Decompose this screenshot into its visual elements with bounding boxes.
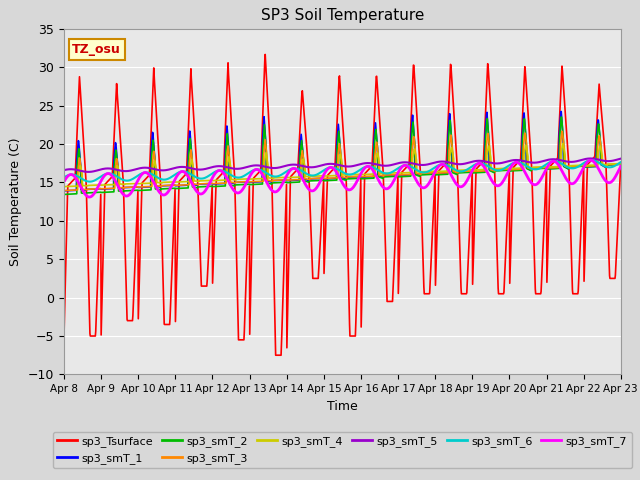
sp3_smT_4: [617, 161, 625, 167]
sp3_smT_1: [617, 161, 625, 167]
sp3_smT_1: [551, 166, 559, 171]
sp3_smT_3: [170, 182, 178, 188]
sp3_smT_3: [184, 182, 191, 188]
X-axis label: Time: Time: [327, 400, 358, 413]
sp3_smT_5: [184, 165, 192, 170]
sp3_smT_4: [170, 179, 178, 185]
Line: sp3_smT_6: sp3_smT_6: [64, 160, 621, 182]
sp3_smT_4: [559, 141, 566, 146]
sp3_Tsurface: [246, 314, 254, 320]
sp3_smT_6: [246, 169, 254, 175]
sp3_smT_3: [617, 161, 625, 167]
Title: SP3 Soil Temperature: SP3 Soil Temperature: [260, 9, 424, 24]
sp3_smT_4: [184, 179, 191, 184]
sp3_smT_2: [184, 185, 191, 191]
sp3_smT_3: [558, 128, 566, 134]
sp3_smT_1: [246, 180, 254, 185]
Line: sp3_smT_7: sp3_smT_7: [64, 160, 621, 197]
sp3_Tsurface: [272, 352, 280, 358]
sp3_smT_3: [60, 188, 68, 193]
sp3_smT_7: [587, 157, 595, 163]
sp3_smT_7: [171, 177, 179, 183]
sp3_smT_2: [246, 182, 254, 188]
sp3_smT_1: [557, 108, 565, 114]
sp3_smT_2: [502, 168, 509, 173]
sp3_smT_4: [502, 166, 509, 171]
sp3_smT_1: [502, 167, 509, 172]
sp3_smT_7: [502, 173, 509, 179]
sp3_smT_1: [170, 182, 178, 188]
sp3_smT_3: [551, 165, 559, 170]
Line: sp3_smT_1: sp3_smT_1: [64, 111, 621, 191]
sp3_smT_5: [429, 160, 437, 166]
sp3_smT_5: [502, 159, 509, 165]
Text: TZ_osu: TZ_osu: [72, 43, 121, 56]
sp3_Tsurface: [170, 206, 178, 212]
sp3_smT_5: [60, 167, 68, 173]
sp3_smT_4: [60, 184, 68, 190]
sp3_smT_4: [551, 164, 559, 169]
sp3_smT_6: [171, 172, 179, 178]
sp3_smT_6: [184, 170, 192, 176]
sp3_smT_7: [617, 164, 625, 169]
sp3_Tsurface: [552, 158, 559, 164]
sp3_Tsurface: [184, 139, 191, 145]
sp3_smT_3: [502, 167, 509, 172]
Line: sp3_smT_4: sp3_smT_4: [64, 144, 621, 187]
sp3_smT_5: [246, 163, 254, 169]
Line: sp3_smT_5: sp3_smT_5: [64, 158, 621, 172]
sp3_smT_6: [588, 157, 595, 163]
sp3_Tsurface: [429, 205, 437, 211]
sp3_smT_2: [557, 114, 565, 120]
sp3_smT_5: [551, 156, 559, 162]
sp3_Tsurface: [617, 160, 625, 166]
sp3_smT_1: [60, 188, 68, 194]
sp3_smT_4: [246, 176, 254, 182]
sp3_smT_7: [246, 172, 254, 178]
Line: sp3_Tsurface: sp3_Tsurface: [64, 54, 621, 355]
sp3_smT_5: [171, 165, 179, 171]
sp3_smT_5: [617, 156, 625, 161]
sp3_smT_2: [551, 166, 559, 171]
sp3_smT_4: [429, 168, 436, 174]
Line: sp3_smT_2: sp3_smT_2: [64, 117, 621, 194]
sp3_Tsurface: [502, 237, 510, 242]
sp3_smT_2: [617, 161, 625, 167]
Line: sp3_smT_3: sp3_smT_3: [64, 131, 621, 191]
sp3_smT_7: [60, 179, 68, 185]
sp3_Tsurface: [60, 333, 68, 339]
sp3_smT_5: [84, 169, 92, 175]
Y-axis label: Soil Temperature (C): Soil Temperature (C): [10, 137, 22, 266]
sp3_smT_6: [429, 166, 437, 171]
sp3_smT_6: [60, 175, 68, 180]
sp3_smT_7: [429, 173, 437, 179]
sp3_smT_2: [429, 171, 436, 177]
sp3_smT_2: [170, 185, 178, 191]
sp3_smT_7: [86, 194, 93, 200]
sp3_smT_3: [246, 179, 254, 185]
sp3_smT_2: [60, 192, 68, 197]
sp3_smT_6: [551, 158, 559, 164]
sp3_smT_7: [184, 174, 192, 180]
sp3_smT_1: [184, 182, 191, 188]
sp3_smT_6: [502, 165, 509, 170]
sp3_smT_6: [86, 179, 94, 185]
sp3_Tsurface: [261, 51, 269, 57]
Legend: sp3_Tsurface, sp3_smT_1, sp3_smT_2, sp3_smT_3, sp3_smT_4, sp3_smT_5, sp3_smT_6, : sp3_Tsurface, sp3_smT_1, sp3_smT_2, sp3_…: [53, 432, 632, 468]
sp3_smT_1: [429, 170, 436, 176]
sp3_smT_5: [587, 156, 595, 161]
sp3_smT_6: [617, 159, 625, 165]
sp3_smT_3: [429, 170, 436, 176]
sp3_smT_7: [551, 159, 559, 165]
